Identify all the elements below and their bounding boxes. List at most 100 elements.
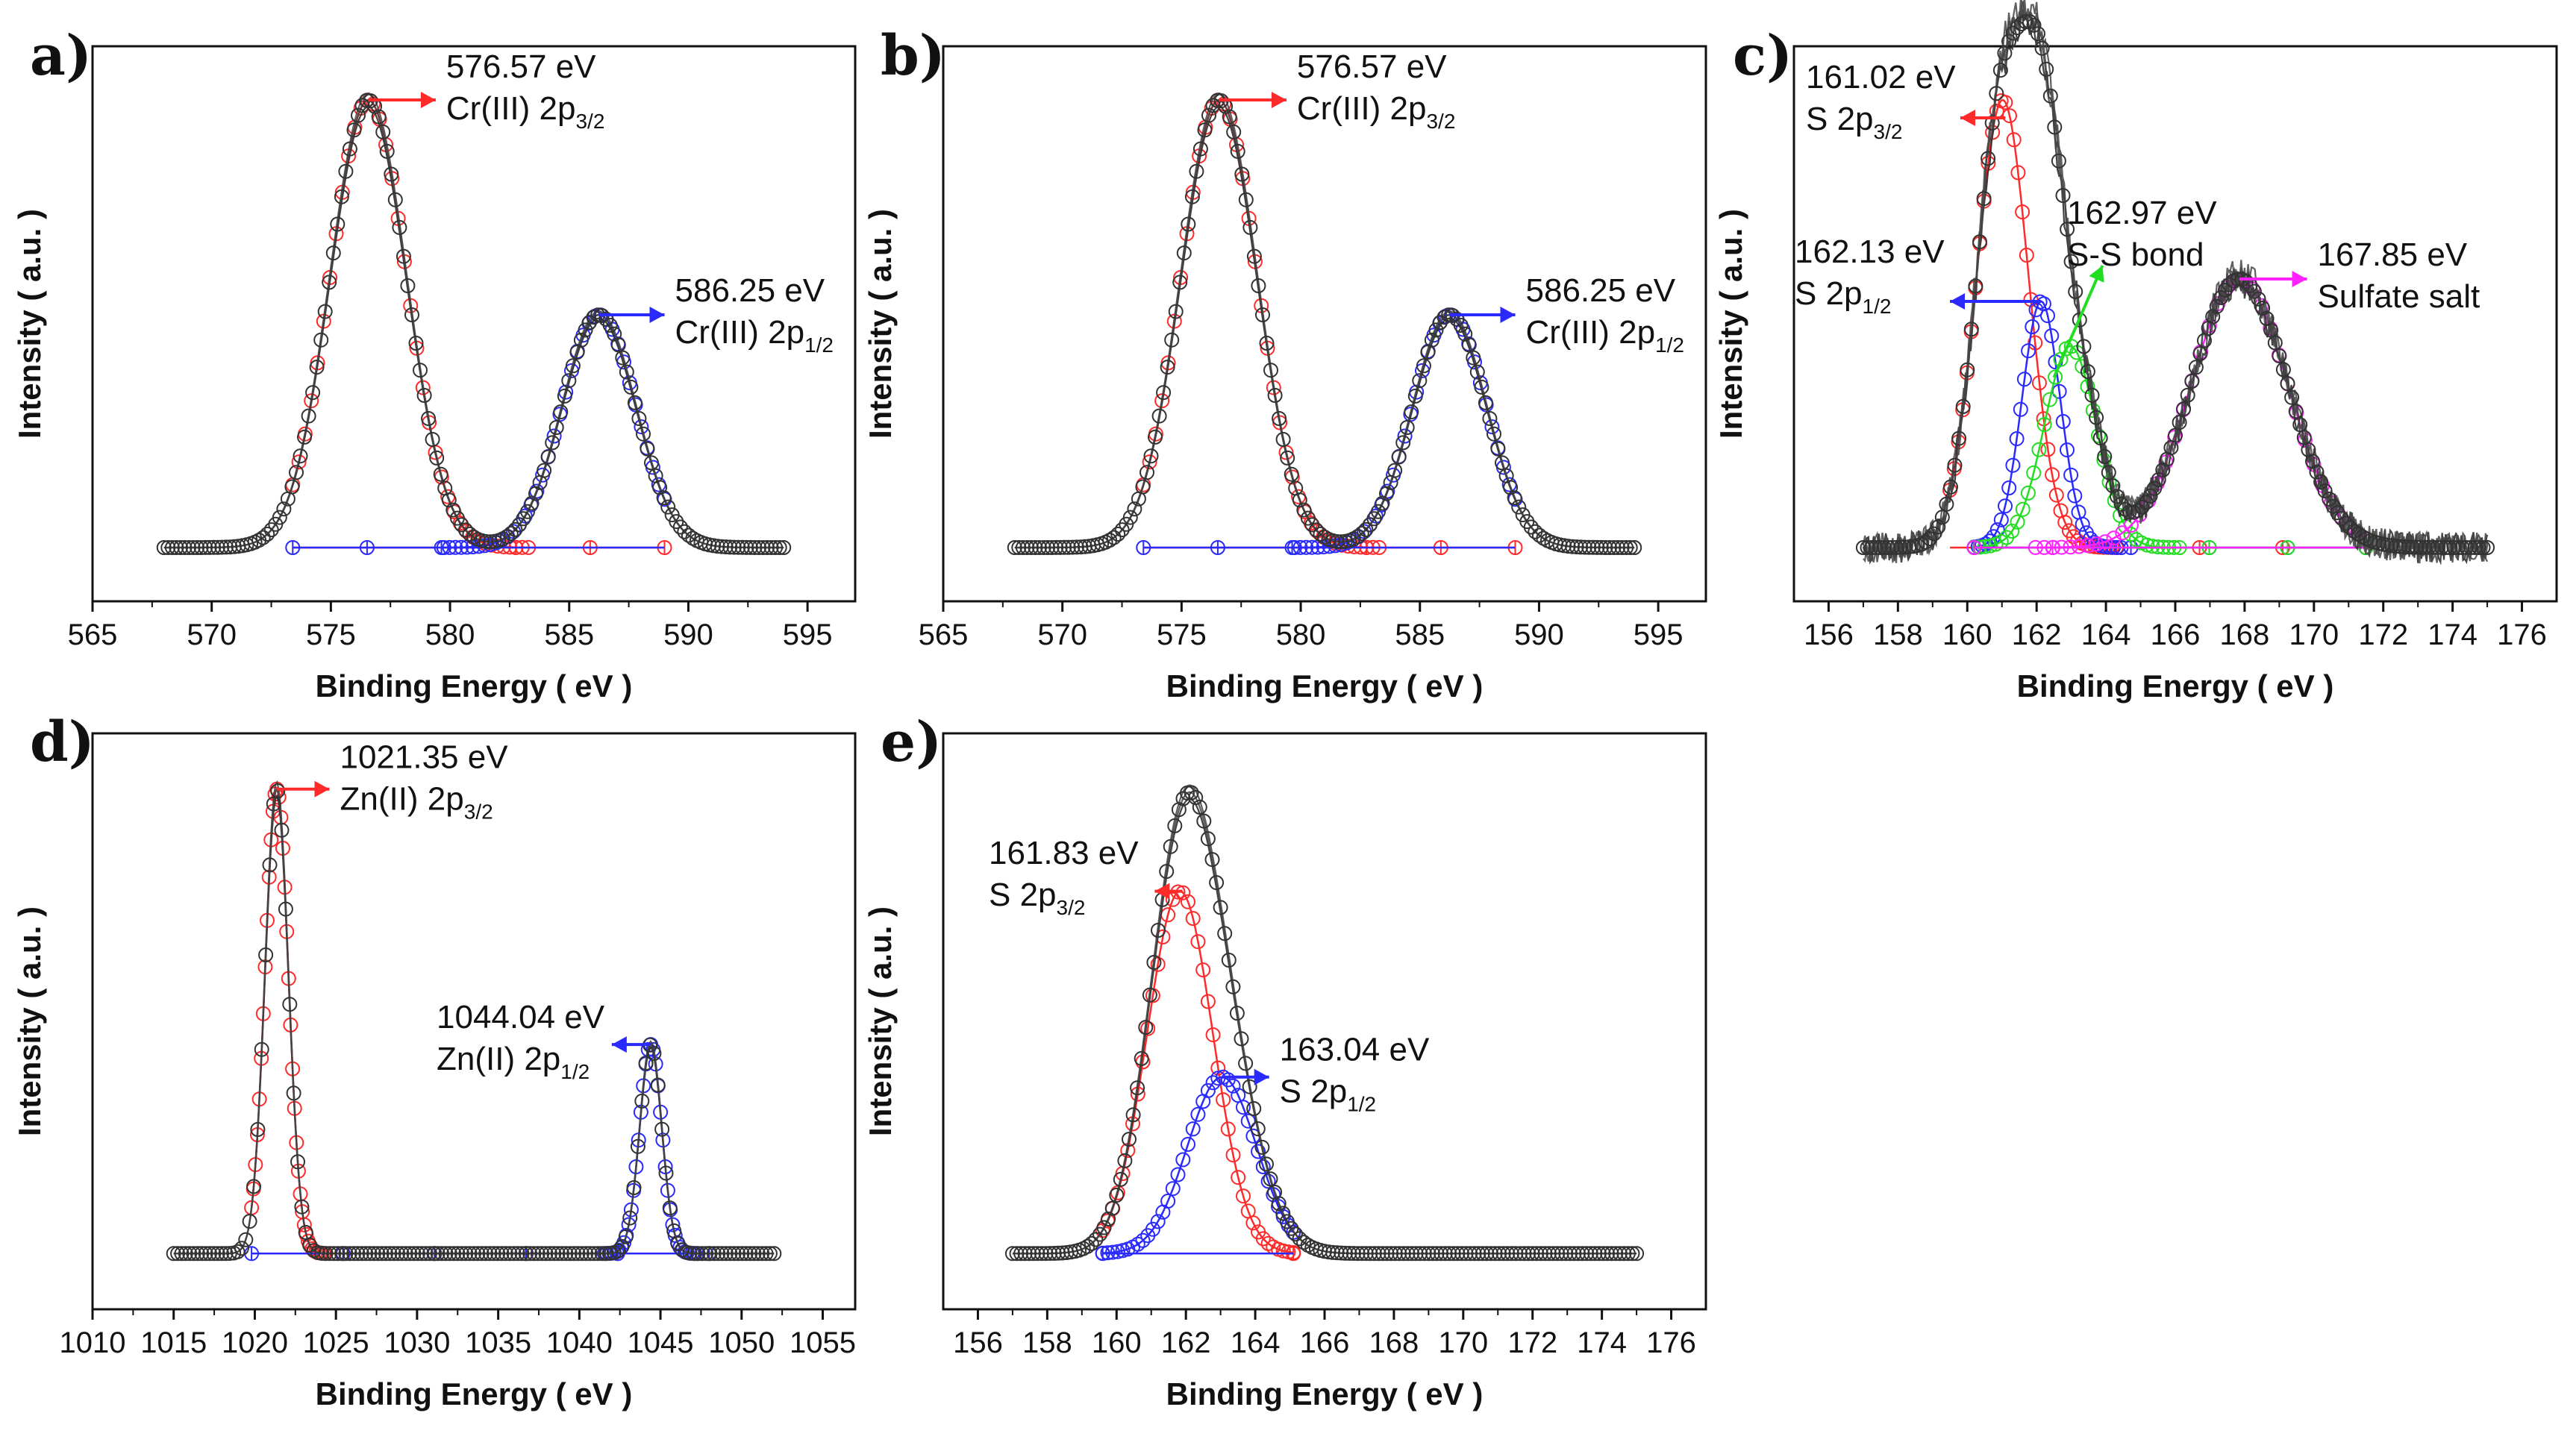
annotation-species: S-S bond [2067, 236, 2204, 273]
data-point [2013, 401, 2028, 417]
x-tick-label: 166 [1300, 1326, 1350, 1359]
envelope-point [1135, 479, 1151, 495]
envelope-point [338, 1246, 354, 1262]
envelope-point [1259, 336, 1275, 351]
envelope-point [1424, 332, 1439, 348]
envelope-point [762, 1246, 778, 1262]
envelope-point [1271, 1196, 1287, 1212]
x-tick-label: 1015 [140, 1326, 207, 1359]
envelope-series [166, 780, 782, 1262]
envelope-point [623, 379, 639, 395]
envelope-point [1620, 1246, 1636, 1262]
x-tick-label: 174 [1577, 1326, 1627, 1359]
envelope-point [210, 1246, 225, 1262]
envelope-point [1296, 502, 1312, 518]
data-point [1175, 1152, 1191, 1168]
envelope-point [1358, 521, 1374, 537]
envelope-point [682, 1245, 698, 1261]
envelope-point [218, 1246, 234, 1262]
envelope-point [1251, 278, 1266, 293]
envelope-point [1606, 540, 1622, 555]
envelope-point [627, 395, 643, 410]
data-point [1170, 1167, 1186, 1182]
x-tick-label: 168 [1369, 1326, 1419, 1359]
envelope-point [490, 1246, 506, 1262]
envelope-point [458, 1246, 474, 1262]
envelope-point [466, 1246, 481, 1262]
envelope-point [1358, 1246, 1374, 1262]
envelope-point [1523, 519, 1539, 535]
envelope-point [2284, 389, 2300, 405]
envelope-point [366, 1246, 381, 1262]
envelope-point [1525, 1246, 1540, 1262]
envelope-point [1587, 1246, 1603, 1262]
x-tick-label: 565 [919, 618, 969, 651]
annotation-value: 167.85 eV [2318, 236, 2468, 273]
component-curve [1102, 1076, 1295, 1254]
data-point [1185, 1121, 1201, 1137]
annotation-subscript: 3/2 [575, 110, 604, 133]
envelope-point [350, 1246, 366, 1262]
envelope-point [1159, 864, 1175, 880]
envelope-point [1984, 115, 2000, 131]
envelope-point [182, 1246, 198, 1262]
annotation-species: Sulfate salt [2318, 278, 2480, 315]
envelope-point [2272, 348, 2287, 364]
envelope-point [1013, 1246, 1029, 1262]
data-point [1251, 1144, 1266, 1159]
data-point [1484, 419, 1500, 435]
envelope-point [548, 420, 564, 435]
envelope-point [658, 1165, 674, 1181]
envelope-point [313, 332, 329, 348]
envelope-point [2042, 88, 2058, 104]
envelope-point [503, 526, 519, 542]
envelope-point [1889, 539, 1904, 555]
envelope-point [2205, 309, 2221, 325]
envelope-point [1151, 408, 1167, 424]
envelope-point [710, 539, 725, 554]
envelope-point [2039, 61, 2054, 77]
peak-annotation: 576.57 eV Cr(III) 2p3/2 [1219, 48, 1455, 133]
envelope-point [160, 540, 176, 555]
data-point [2025, 319, 2040, 334]
envelope-point [2134, 500, 2150, 515]
envelope-point [254, 1041, 269, 1057]
envelope-point [2396, 539, 2412, 554]
data-point [2002, 108, 2017, 124]
x-tick-label: 160 [1942, 618, 1992, 651]
envelope-point [1143, 448, 1159, 464]
envelope-point [1511, 499, 1527, 515]
envelope-point [1015, 540, 1031, 555]
envelope-point [714, 539, 730, 554]
annotation-value: 1044.04 eV [437, 999, 605, 1035]
envelope-point [2018, 14, 2033, 29]
envelope-point [194, 1246, 210, 1262]
envelope-point [342, 1246, 357, 1262]
x-tick-label: 174 [2427, 618, 2477, 651]
data-point [2057, 515, 2073, 530]
annotation-species: Zn(II) 2p1/2 [437, 1041, 590, 1083]
annotation-species: Cr(III) 2p1/2 [1526, 314, 1685, 357]
envelope-point [1096, 1220, 1112, 1235]
envelope-point [425, 432, 440, 447]
envelope-point [371, 109, 387, 125]
envelope-point [1533, 1246, 1548, 1262]
envelope-point [1492, 1246, 1507, 1262]
envelope-point [2480, 540, 2495, 555]
envelope-point [546, 1246, 562, 1262]
envelope-point [607, 326, 622, 342]
envelope-point [1180, 785, 1195, 800]
envelope-point [1263, 1171, 1278, 1187]
data-point [2054, 539, 2069, 555]
envelope-point [2080, 364, 2095, 379]
envelope-series [1007, 92, 1642, 555]
envelope-point [454, 517, 469, 533]
envelope-point [478, 534, 494, 549]
envelope-point [622, 1210, 638, 1226]
envelope-point [1495, 1246, 1511, 1262]
envelope-point [1531, 527, 1547, 543]
annotation-arrow-head [1254, 1068, 1269, 1085]
envelope-point [1134, 1050, 1149, 1066]
envelope-point [615, 350, 631, 366]
envelope-point [1172, 275, 1188, 290]
